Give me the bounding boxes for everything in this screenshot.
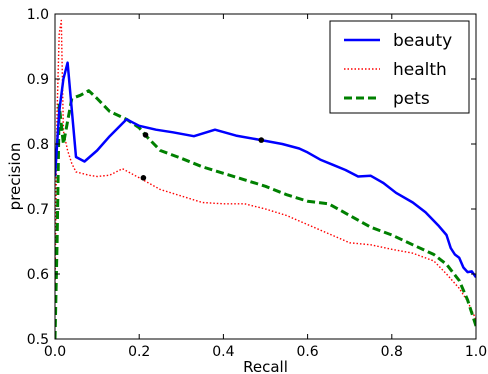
legend-label-2: pets	[393, 89, 430, 109]
legend-box	[329, 20, 470, 114]
y-tick-label: 0.9	[27, 72, 49, 88]
y-tick-label: 0.5	[27, 332, 49, 348]
series-line-1	[55, 19, 476, 320]
x-tick-label: 0.4	[212, 344, 234, 360]
x-tick-label: 0.0	[44, 344, 66, 360]
series-marker-1-0	[140, 175, 147, 181]
legend: beauty health pets	[329, 20, 470, 114]
series-marker-2-0	[142, 132, 149, 138]
y-tick-label: 0.6	[27, 267, 49, 283]
series-line-2	[55, 89, 476, 339]
x-tick-label: 0.2	[128, 344, 150, 360]
y-tick-label: 1.0	[27, 7, 49, 23]
series-layer	[55, 19, 476, 339]
x-tick-label: 1.0	[465, 344, 487, 360]
y-tick-label: 0.7	[27, 202, 49, 218]
series-line-0	[55, 61, 476, 279]
plot-frame	[54, 13, 477, 340]
x-tick-label: 0.8	[381, 344, 403, 360]
tick-layer: 0.0 0.2 0.4 0.6 0.8 1.0 0.5 0.6 0.7 0.8 0.9 1.0	[27, 7, 487, 360]
legend-label-0: beauty	[393, 31, 452, 51]
x-tick-label: 0.6	[296, 344, 318, 360]
legend-label-1: health	[393, 60, 447, 80]
y-tick-label: 0.8	[27, 137, 49, 153]
y-axis-label: precision	[6, 143, 24, 211]
x-axis-label: Recall	[243, 358, 288, 374]
series-marker-0-0	[258, 137, 265, 143]
